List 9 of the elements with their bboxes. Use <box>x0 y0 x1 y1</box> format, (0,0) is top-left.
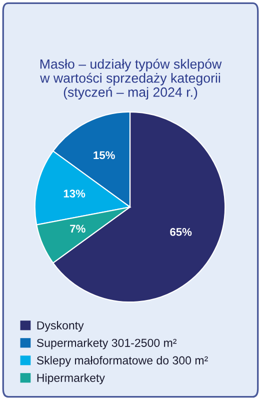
chart-title: Masło – udziały typów sklepów w wartości sprzedaży kategorii (styczeń – maj 2024 r.) <box>40 58 222 100</box>
legend-label: Dyskonty <box>37 321 84 332</box>
legend-label: Supermarkety 301-2500 m² <box>36 338 177 350</box>
data-label: 65% <box>170 228 192 236</box>
data-label: 13% <box>64 190 86 198</box>
data-label: 15% <box>94 151 115 160</box>
data-label: 7% <box>70 224 86 233</box>
legend-label: Hipermarkety <box>37 374 105 384</box>
legend-label: Sklepy małoformatowe do 300 m² <box>36 356 208 367</box>
